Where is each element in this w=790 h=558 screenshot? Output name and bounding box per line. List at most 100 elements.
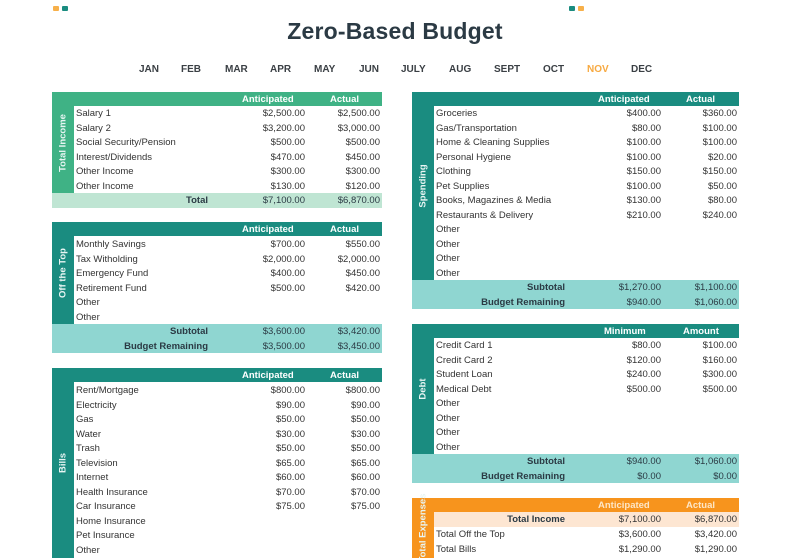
row-label[interactable]: Other <box>76 544 100 556</box>
row-label[interactable]: Student Loan <box>436 369 493 380</box>
row-value-1[interactable]: $400.00 <box>270 268 305 279</box>
row-value-2[interactable]: $550.00 <box>345 239 380 250</box>
row-value-2[interactable]: $420.00 <box>345 282 380 294</box>
row-label[interactable]: Pet Supplies <box>436 180 490 192</box>
next-month-nav[interactable] <box>569 6 584 11</box>
row-label[interactable]: Gas <box>76 414 94 425</box>
row-value-1[interactable]: $75.00 <box>275 501 305 512</box>
next-teal-icon[interactable] <box>569 6 575 11</box>
row-label[interactable]: Home Insurance <box>76 515 146 527</box>
row-label[interactable]: Pet Insurance <box>76 530 135 541</box>
row-label[interactable]: Other <box>436 412 460 424</box>
tab-dec[interactable]: DEC <box>631 64 653 75</box>
row-value-1[interactable]: $500.00 <box>270 282 305 294</box>
row-label[interactable]: Electricity <box>76 399 117 411</box>
row-value-1[interactable]: $2,500.00 <box>262 108 305 119</box>
row-label[interactable]: Other <box>436 224 460 235</box>
row-value-1[interactable]: $30.00 <box>275 428 305 440</box>
row-label[interactable]: Medical Debt <box>436 383 492 395</box>
row-value-1[interactable]: $80.00 <box>631 122 661 134</box>
row-value-1[interactable]: $400.00 <box>626 108 661 119</box>
row-label[interactable]: Groceries <box>436 108 478 119</box>
row-value-1[interactable]: $500.00 <box>270 137 305 148</box>
row-label[interactable]: Credit Card 2 <box>436 354 493 366</box>
row-label[interactable]: Other <box>436 253 460 264</box>
row-value-1[interactable]: $2,000.00 <box>262 253 305 265</box>
row-value-2[interactable]: $500.00 <box>702 383 737 395</box>
row-value-1[interactable]: $700.00 <box>270 239 305 250</box>
row-label[interactable]: Retirement Fund <box>76 282 147 294</box>
row-value-2[interactable]: $150.00 <box>702 166 737 177</box>
row-label[interactable]: Health Insurance <box>76 486 148 498</box>
row-label[interactable]: Rent/Mortgage <box>76 385 139 396</box>
row-value-2[interactable]: $500.00 <box>345 137 380 148</box>
row-value-1[interactable]: $120.00 <box>626 354 661 366</box>
row-value-2[interactable]: $100.00 <box>702 122 737 134</box>
row-value-1[interactable]: $1,290.00 <box>618 543 661 555</box>
row-value-1[interactable]: $80.00 <box>631 340 661 351</box>
prev-arrow-icon[interactable] <box>53 6 59 11</box>
next-arrow-icon[interactable] <box>578 6 584 11</box>
row-value-2[interactable]: $120.00 <box>345 180 380 192</box>
row-value-1[interactable]: $70.00 <box>275 486 305 498</box>
row-value-2[interactable]: $70.00 <box>350 486 380 498</box>
row-label[interactable]: Total Off the Top <box>436 529 505 540</box>
tab-july[interactable]: JULY <box>401 64 426 75</box>
row-value-2[interactable]: $80.00 <box>707 195 737 206</box>
row-label[interactable]: Internet <box>76 472 109 483</box>
row-value-2[interactable]: $50.00 <box>707 180 737 192</box>
row-label[interactable]: Other Income <box>76 180 134 192</box>
row-value-2[interactable]: $90.00 <box>350 399 380 411</box>
row-label[interactable]: Clothing <box>436 166 471 177</box>
tab-feb[interactable]: FEB <box>181 64 201 75</box>
row-label[interactable]: Other <box>436 267 460 279</box>
row-value-2[interactable]: $75.00 <box>350 501 380 512</box>
row-label[interactable]: Car Insurance <box>76 501 136 512</box>
row-label[interactable]: Gas/Transportation <box>436 122 517 134</box>
prev-month-nav[interactable] <box>53 6 68 11</box>
row-value-1[interactable]: $3,200.00 <box>262 122 305 134</box>
row-value-1[interactable]: $130.00 <box>626 195 661 206</box>
row-value-2[interactable]: $2,000.00 <box>337 253 380 265</box>
row-value-2[interactable]: $3,420.00 <box>694 529 737 540</box>
tab-sept[interactable]: SEPT <box>494 64 521 75</box>
row-value-2[interactable]: $240.00 <box>702 209 737 221</box>
row-value-1[interactable]: $240.00 <box>626 369 661 380</box>
row-value-1[interactable]: $90.00 <box>275 399 305 411</box>
row-label[interactable]: Emergency Fund <box>76 268 149 279</box>
row-value-2[interactable]: $50.00 <box>350 414 380 425</box>
row-value-1[interactable]: $100.00 <box>626 151 661 163</box>
tab-oct[interactable]: OCT <box>543 64 565 75</box>
row-label[interactable]: Interest/Dividends <box>76 151 153 163</box>
row-value-1[interactable]: $65.00 <box>275 457 305 469</box>
row-label[interactable]: Other <box>436 441 460 453</box>
row-label[interactable]: Total Bills <box>436 543 477 555</box>
row-label[interactable]: Other <box>436 427 460 438</box>
row-value-2[interactable]: $450.00 <box>345 151 380 163</box>
row-value-1[interactable]: $470.00 <box>270 151 305 163</box>
row-label[interactable]: Television <box>76 457 118 469</box>
row-value-1[interactable]: $60.00 <box>275 472 305 483</box>
row-value-1[interactable]: $3,600.00 <box>618 529 661 540</box>
row-value-2[interactable]: $60.00 <box>350 472 380 483</box>
row-value-2[interactable]: $800.00 <box>345 385 380 396</box>
tab-nov[interactable]: NOV <box>587 64 609 75</box>
row-value-2[interactable]: $160.00 <box>702 354 737 366</box>
row-label[interactable]: Other Income <box>76 166 134 177</box>
row-value-1[interactable]: $50.00 <box>275 443 305 454</box>
row-label[interactable]: Other <box>436 238 460 250</box>
row-label[interactable]: Other <box>76 311 100 323</box>
row-value-2[interactable]: $300.00 <box>702 369 737 380</box>
tab-apr[interactable]: APR <box>270 64 292 75</box>
row-label[interactable]: Personal Hygiene <box>436 151 511 163</box>
row-value-1[interactable]: $100.00 <box>626 137 661 148</box>
row-value-2[interactable]: $1,290.00 <box>694 543 737 555</box>
row-label[interactable]: Salary 1 <box>76 108 111 119</box>
row-value-2[interactable]: $360.00 <box>702 108 737 119</box>
tab-jun[interactable]: JUN <box>359 64 380 75</box>
row-value-1[interactable]: $100.00 <box>626 180 661 192</box>
row-value-2[interactable]: $300.00 <box>345 166 380 177</box>
row-value-1[interactable]: $130.00 <box>270 180 305 192</box>
row-label[interactable]: Other <box>436 398 460 409</box>
row-label[interactable]: Monthly Savings <box>76 239 146 250</box>
